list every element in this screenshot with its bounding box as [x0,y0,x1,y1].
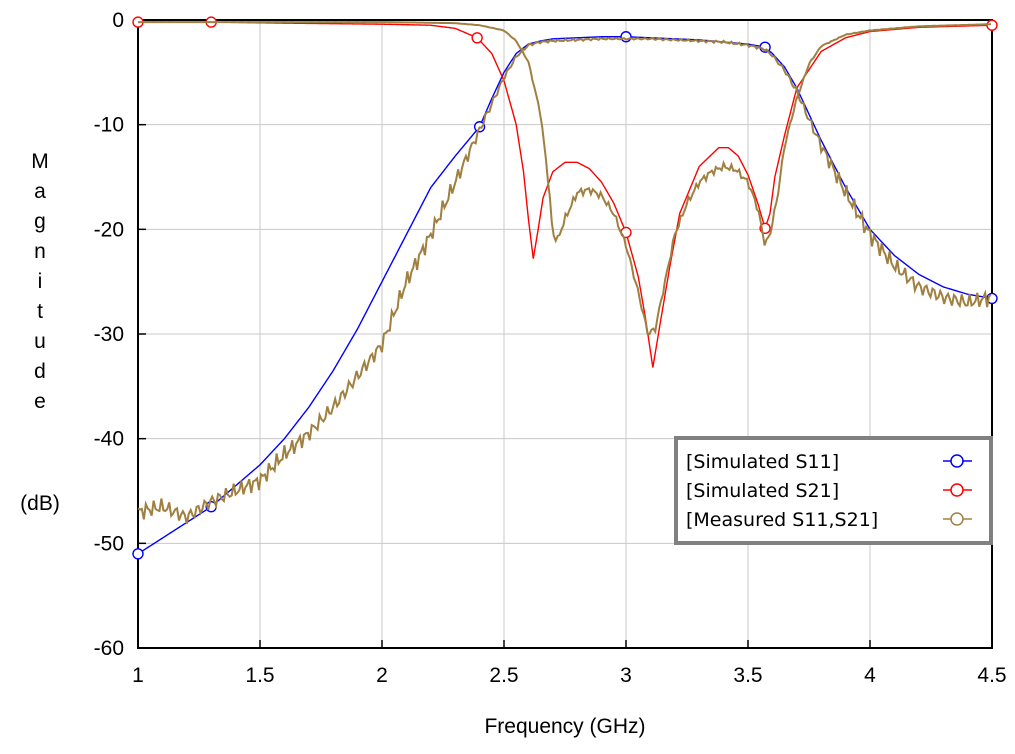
x-tick-label: 1.5 [245,664,274,687]
x-tick-label: 4.5 [977,664,1006,687]
measured-s11-line [137,36,992,524]
x-tick-label: 1 [132,664,144,687]
measured-s21-line [137,21,992,336]
y-tick-label: 0 [112,9,124,32]
y-axis-unit: (dB) [20,492,60,515]
y-tick-label: -20 [94,218,124,241]
tick-labels: 1 1.5 2 2.5 3 3.5 4 4.5 0 -10 -20 -30 -40 -50 -60 [94,9,1007,687]
y-tick-label: -40 [94,428,124,451]
data-point-marker [471,32,483,44]
legend-marker-swatch [950,512,964,526]
x-tick-label: 3.5 [733,664,762,687]
y-axis-title-letter: u [34,330,46,353]
x-axis-title: Frequency (GHz) [484,715,645,738]
y-tick-label: -60 [94,637,124,660]
y-axis-title-letter: d [34,360,46,383]
x-tick-label: 4 [864,664,876,687]
y-axis-title-letter: a [34,180,46,203]
y-axis-title-letter: M [31,150,49,173]
y-tick-label: -50 [94,532,124,555]
y-axis-title-letter: t [37,300,43,323]
legend: [Simulated S11] [Simulated S21] [Measured … [674,436,993,545]
y-axis-title-letter: g [34,210,46,233]
y-tick-label: -30 [94,323,124,346]
x-tick-label: 3 [620,664,632,687]
x-tick-label: 2 [376,664,388,687]
legend-label: [Measured S11,S21] [686,509,878,531]
plot-frame [137,19,993,649]
y-tick-label: -10 [94,114,124,137]
legend-label: [Simulated S11] [686,451,839,473]
legend-marker-swatch [950,454,964,468]
x-tick-label: 2.5 [489,664,518,687]
plot-border [137,19,993,649]
legend-marker-swatch [950,483,964,497]
y-axis-title-letter: e [34,390,46,413]
legend-label: [Simulated S21] [686,480,839,502]
series-3 [137,21,992,524]
data-point-marker [132,548,144,560]
y-axis-title-letter: i [38,270,43,293]
y-axis-title-letter: n [34,240,46,263]
legend-box [674,436,993,545]
series-layer [132,16,998,560]
